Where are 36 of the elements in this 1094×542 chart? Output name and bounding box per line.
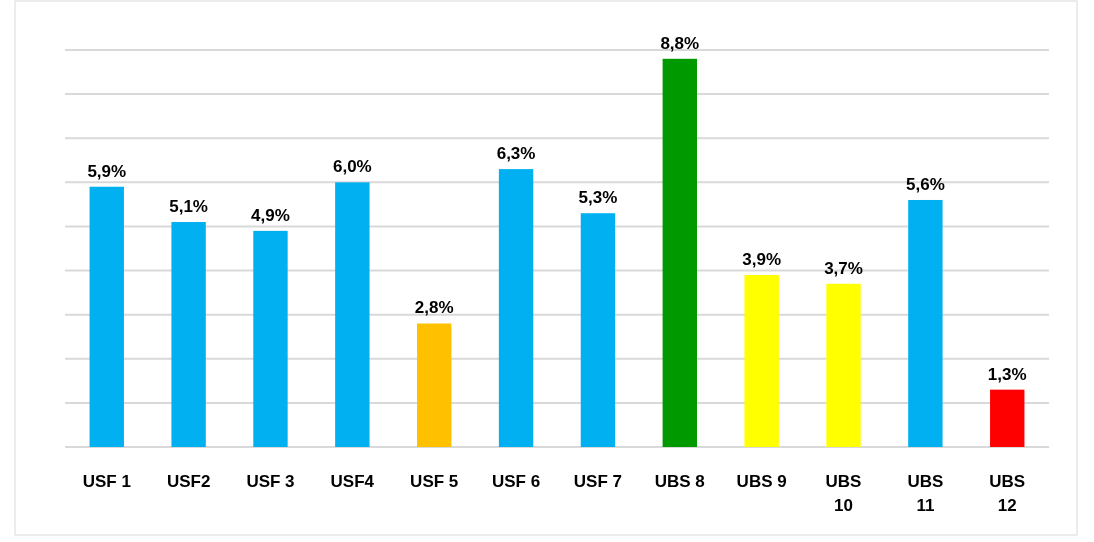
x-tick-label: UBS 11 [907, 472, 944, 515]
x-tick-label: USF2 [166, 472, 211, 491]
data-label: 8,8% [660, 33, 700, 53]
x-tick-label: USF 6 [491, 472, 541, 491]
x-tick-label: UBS 8 [654, 472, 705, 491]
bar [990, 389, 1025, 447]
bar [335, 182, 370, 447]
x-tick-label: UBS 12 [989, 472, 1026, 515]
x-tick-label: USF 5 [410, 472, 459, 491]
x-tick-label: UBS 9 [736, 472, 787, 491]
x-tick-label: USF4 [330, 472, 375, 491]
bar [417, 323, 452, 447]
x-tick-label: USF 7 [573, 472, 623, 491]
bar [253, 230, 288, 447]
data-label: 2,8% [414, 298, 454, 318]
bar [826, 283, 861, 447]
data-label: 6,3% [496, 144, 536, 164]
bar [744, 274, 779, 447]
x-tick-label: UBS 10 [825, 472, 862, 515]
data-label: 5,3% [578, 188, 618, 208]
bar [662, 58, 697, 447]
data-label: 5,6% [906, 174, 945, 194]
data-label: 6,0% [332, 157, 372, 177]
bar [908, 199, 943, 447]
data-label: 5,1% [169, 197, 208, 217]
data-label: 3,7% [824, 258, 863, 278]
bar [580, 213, 616, 447]
data-label: 5,9% [87, 161, 127, 181]
x-tick-label: USF 3 [246, 472, 295, 491]
data-label: 1,3% [987, 364, 1027, 384]
bar [498, 169, 534, 447]
bar [171, 222, 206, 447]
data-label: 3,9% [742, 249, 782, 269]
data-label: 4,9% [251, 205, 290, 225]
x-tick-label: USF 1 [82, 472, 131, 491]
bar [89, 186, 124, 447]
